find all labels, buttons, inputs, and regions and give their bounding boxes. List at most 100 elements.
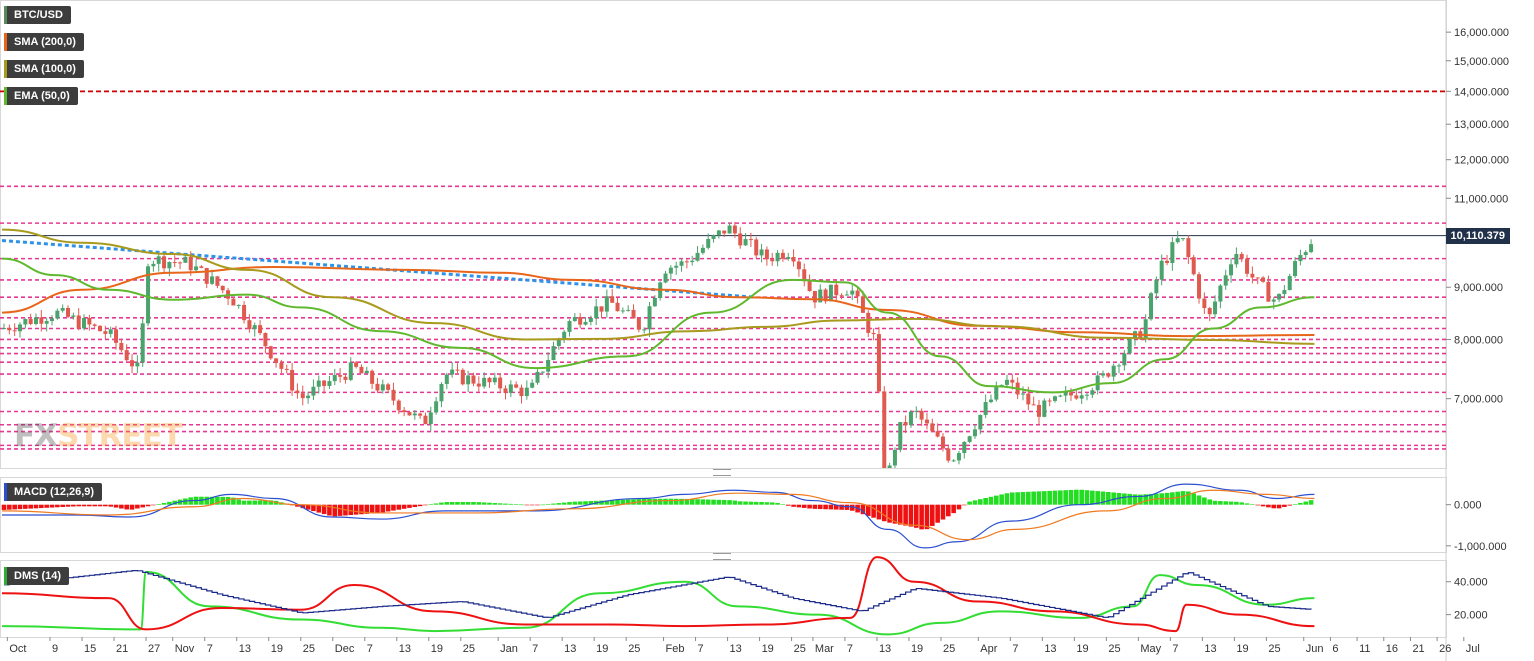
legend-symbol[interactable]: BTC/USD xyxy=(4,6,71,24)
macd-histogram-bar xyxy=(903,504,908,526)
candle-body xyxy=(663,273,668,283)
candle-body xyxy=(471,375,476,384)
legend-dms[interactable]: DMS (14) xyxy=(4,567,70,585)
adx-line xyxy=(4,569,1312,618)
signal-line xyxy=(1,489,1315,541)
panel-resize-handle-1[interactable] xyxy=(713,469,731,476)
macd-histogram-bar xyxy=(604,500,610,505)
x-tick-label: 19 xyxy=(271,643,283,655)
candle-body xyxy=(140,323,145,363)
candle-body xyxy=(71,315,76,317)
macd-histogram-bar xyxy=(988,496,994,505)
macd-histogram-bar xyxy=(428,504,434,505)
candle-body xyxy=(103,331,108,334)
macd-histogram-bar xyxy=(1047,490,1052,505)
candle-body xyxy=(23,319,28,325)
candle-body xyxy=(983,402,988,415)
macd-histogram-bar xyxy=(663,498,668,505)
legend-ema50-label: EMA (50,0) xyxy=(14,90,70,102)
candle-body xyxy=(210,276,215,284)
x-tick-label: 13 xyxy=(1204,643,1216,655)
macd-histogram-bar xyxy=(241,500,247,505)
candle-body xyxy=(1223,275,1228,286)
legend-sma200[interactable]: SMA (200,0) xyxy=(4,33,84,51)
candle-body xyxy=(1271,299,1276,302)
candle-body xyxy=(135,362,140,367)
macd-histogram-bar xyxy=(748,501,754,505)
candle-body xyxy=(50,318,55,322)
horizontal-levels xyxy=(0,90,1446,450)
candle-body xyxy=(1020,393,1025,395)
candle-body xyxy=(66,307,71,317)
macd-histogram-bar xyxy=(962,504,967,506)
macd-histogram-bar xyxy=(1143,494,1148,505)
macd-tick-label: -1,000.000 xyxy=(1454,541,1507,553)
candle-body xyxy=(1058,395,1063,397)
candle-body xyxy=(690,260,695,263)
x-tick-label: 13 xyxy=(564,643,576,655)
candle-body xyxy=(871,332,876,335)
dms-tick-label: 20.000 xyxy=(1454,610,1488,622)
candle-body xyxy=(866,312,871,333)
candle-body xyxy=(919,410,924,420)
legend-ema50[interactable]: EMA (50,0) xyxy=(4,87,78,105)
candle-body xyxy=(34,317,39,325)
macd-histogram-bar xyxy=(1228,501,1234,505)
candle-body xyxy=(999,384,1004,386)
macd-histogram-bar xyxy=(551,503,556,505)
macd-histogram-bar xyxy=(1010,492,1015,505)
candle-body xyxy=(396,400,401,411)
macd-histogram-bar xyxy=(519,504,524,506)
price-tick-label: 13,000.000 xyxy=(1454,119,1509,131)
macd-histogram-bar xyxy=(1196,495,1202,505)
macd-histogram-bar xyxy=(209,496,215,505)
candle-body xyxy=(1047,400,1052,402)
macd-histogram-bar xyxy=(225,496,231,505)
macd-histogram-bar xyxy=(652,498,658,505)
panel-resize-handle-2[interactable] xyxy=(713,553,731,560)
candle-body xyxy=(183,256,188,263)
x-tick-label: 7 xyxy=(367,643,373,655)
candle-body xyxy=(514,384,519,388)
x-tick-label: 7 xyxy=(532,643,538,655)
macd-histogram-bar xyxy=(508,503,514,505)
legend-macd[interactable]: MACD (12,26,9) xyxy=(4,483,103,501)
candle-body xyxy=(1266,281,1271,302)
macd-histogram-bar xyxy=(71,504,76,507)
candle-body xyxy=(908,411,913,426)
candle-body xyxy=(1245,258,1250,274)
legend-sma100-label: SMA (100,0) xyxy=(14,63,76,75)
legend-sma100[interactable]: SMA (100,0) xyxy=(4,60,84,78)
macd-histogram-bar xyxy=(721,499,727,505)
x-tick-label: 13 xyxy=(879,643,891,655)
macd-histogram-bar xyxy=(583,501,588,505)
macd-histogram-bar xyxy=(1084,490,1090,505)
candle-body xyxy=(610,296,615,303)
macd-histogram-bar xyxy=(545,504,551,505)
macd-histogram-bar xyxy=(55,504,60,508)
candle-body xyxy=(466,375,471,385)
macd-histogram-bar xyxy=(1255,504,1261,506)
macd-histogram-bar xyxy=(1068,489,1074,505)
candle-body xyxy=(18,324,23,332)
candle-body xyxy=(1250,273,1255,278)
macd-histogram-bar xyxy=(44,504,49,508)
candle-body xyxy=(930,423,935,432)
macd-histogram-bar xyxy=(1186,491,1191,505)
x-tick-label: 25 xyxy=(794,643,806,655)
candle-body xyxy=(818,289,823,303)
x-tick-label: 7 xyxy=(847,643,853,655)
candle-body xyxy=(1159,260,1164,280)
macd-histogram-bar xyxy=(913,504,919,528)
candle-body xyxy=(1127,339,1132,354)
last-price-badge: 10,110.379 xyxy=(1445,228,1510,244)
candle-body xyxy=(562,331,567,339)
candle-body xyxy=(887,465,892,468)
macd-histogram-bar xyxy=(700,499,706,505)
candle-body xyxy=(124,350,129,361)
candle-body xyxy=(386,384,391,390)
candle-body xyxy=(1170,242,1175,264)
candle-body xyxy=(706,238,711,248)
candle-body xyxy=(332,375,337,382)
